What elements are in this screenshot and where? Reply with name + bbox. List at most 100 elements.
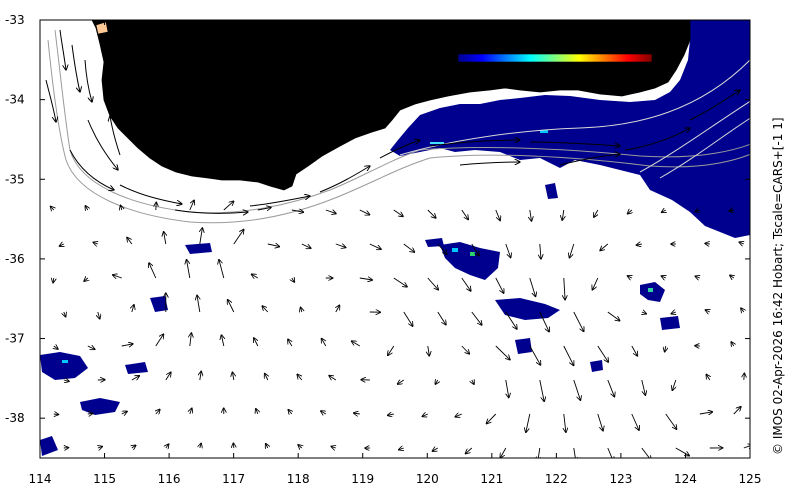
lon-tick-label: 123 <box>609 472 632 486</box>
current-arrow <box>325 210 336 214</box>
colorbar-tick-label: 0.4 <box>527 67 545 80</box>
current-arrow <box>607 447 614 458</box>
latitude-axis: -33 -34 -35 -36 -37 -38 <box>5 13 25 425</box>
current-arrow <box>301 243 311 248</box>
colorbar-tick-label: 0.6 <box>566 67 584 80</box>
current-arrow <box>127 237 133 245</box>
current-arrow <box>265 373 268 381</box>
current-arrow <box>695 210 700 212</box>
current-arrow <box>500 447 507 458</box>
current-arrow <box>733 407 741 415</box>
current-arrow <box>607 311 620 321</box>
current-arrow <box>197 295 200 313</box>
current-arrow <box>743 445 750 448</box>
current-arrow <box>471 243 479 256</box>
current-arrow <box>393 277 407 287</box>
lon-tick-label: 119 <box>351 472 374 486</box>
current-arrow <box>190 333 192 347</box>
lon-tick-label: 120 <box>416 472 439 486</box>
current-arrow <box>506 379 509 398</box>
current-arrow <box>369 243 381 249</box>
isobath-lines-offshore <box>399 59 750 179</box>
current-arrow <box>597 413 603 431</box>
current-arrow <box>335 244 346 248</box>
lon-tick-label: 122 <box>545 472 568 486</box>
current-arrow <box>461 209 469 220</box>
current-arrow <box>85 206 88 210</box>
current-arrow <box>388 345 395 356</box>
current-arrow <box>63 380 69 381</box>
current-arrow <box>672 379 676 391</box>
current-arrow <box>331 446 336 448</box>
hour-label: 20Z <box>165 47 192 63</box>
current-arrow <box>54 414 59 415</box>
lat-tick-label: -33 <box>5 13 25 27</box>
lon-tick-label: 115 <box>93 472 116 486</box>
current-arrow <box>731 342 734 346</box>
current-arrow <box>471 311 482 325</box>
current-arrow <box>87 346 95 349</box>
current-arrow <box>321 411 326 414</box>
current-arrow <box>562 209 564 220</box>
current-arrow <box>262 306 269 313</box>
depth-label-deep: 1000m <box>108 99 157 115</box>
current-arrows-field <box>50 200 750 458</box>
current-arrow <box>254 338 258 347</box>
current-arrow <box>540 243 541 259</box>
lon-tick-label: 116 <box>158 472 181 486</box>
current-arrow <box>461 277 471 291</box>
colorbar-ticks: 0 0.2 0.4 0.6 0.8 1 <box>455 62 656 80</box>
current-arrow <box>256 409 258 415</box>
current-arrow <box>671 312 676 314</box>
current-arrow <box>165 372 171 381</box>
current-arrow <box>539 379 544 402</box>
current-arrow <box>730 275 734 278</box>
current-arrow <box>495 277 504 293</box>
current-arrow <box>729 210 734 211</box>
colorbar <box>457 53 653 63</box>
current-arrow <box>705 243 710 244</box>
current-arrow <box>156 409 160 414</box>
current-arrow <box>661 210 665 212</box>
current-arrow <box>695 276 700 278</box>
current-arrow <box>336 305 340 313</box>
current-arrow <box>351 341 361 347</box>
current-arrow <box>495 209 500 221</box>
colorbar-tick-label: 0.2 <box>488 67 506 80</box>
current-arrow <box>288 339 292 347</box>
current-arrow <box>699 412 713 414</box>
credit-text: © IMOS 02-Apr-2026 16:42 Hobart; Tscale=… <box>771 117 785 455</box>
current-arrow <box>432 448 439 451</box>
current-arrow <box>573 311 584 332</box>
lat-tick-label: -37 <box>5 332 25 346</box>
ship-label: Ship <box>312 26 336 39</box>
current-arrow <box>267 244 280 247</box>
current-arrow <box>84 278 88 281</box>
current-arrow <box>132 445 136 448</box>
current-arrow <box>257 207 271 210</box>
current-arrow <box>155 334 164 347</box>
current-arrow <box>166 444 169 448</box>
product-label: NRT00 GSL <box>156 82 234 98</box>
current-arrows-main <box>45 29 740 213</box>
colorbar-title: std dev of 4hr SST comp <box>474 39 639 53</box>
current-arrow <box>592 277 599 290</box>
current-arrow <box>455 414 462 417</box>
lat-tick-label: -35 <box>5 172 25 186</box>
current-arrow <box>563 345 574 366</box>
current-arrow <box>121 205 122 210</box>
current-arrow <box>164 232 166 245</box>
current-arrow <box>387 414 394 415</box>
current-arrow <box>627 210 631 214</box>
current-arrow <box>744 373 745 381</box>
current-arrow <box>403 243 415 252</box>
axis-ticks <box>39 19 751 458</box>
current-arrow <box>321 338 327 347</box>
current-arrow <box>64 312 66 317</box>
current-arrow <box>219 260 225 279</box>
current-arrow <box>98 311 100 319</box>
lat-tick-label: -36 <box>5 252 25 266</box>
current-arrow <box>600 243 609 251</box>
current-arrow <box>397 380 405 384</box>
current-arrow <box>428 345 430 356</box>
